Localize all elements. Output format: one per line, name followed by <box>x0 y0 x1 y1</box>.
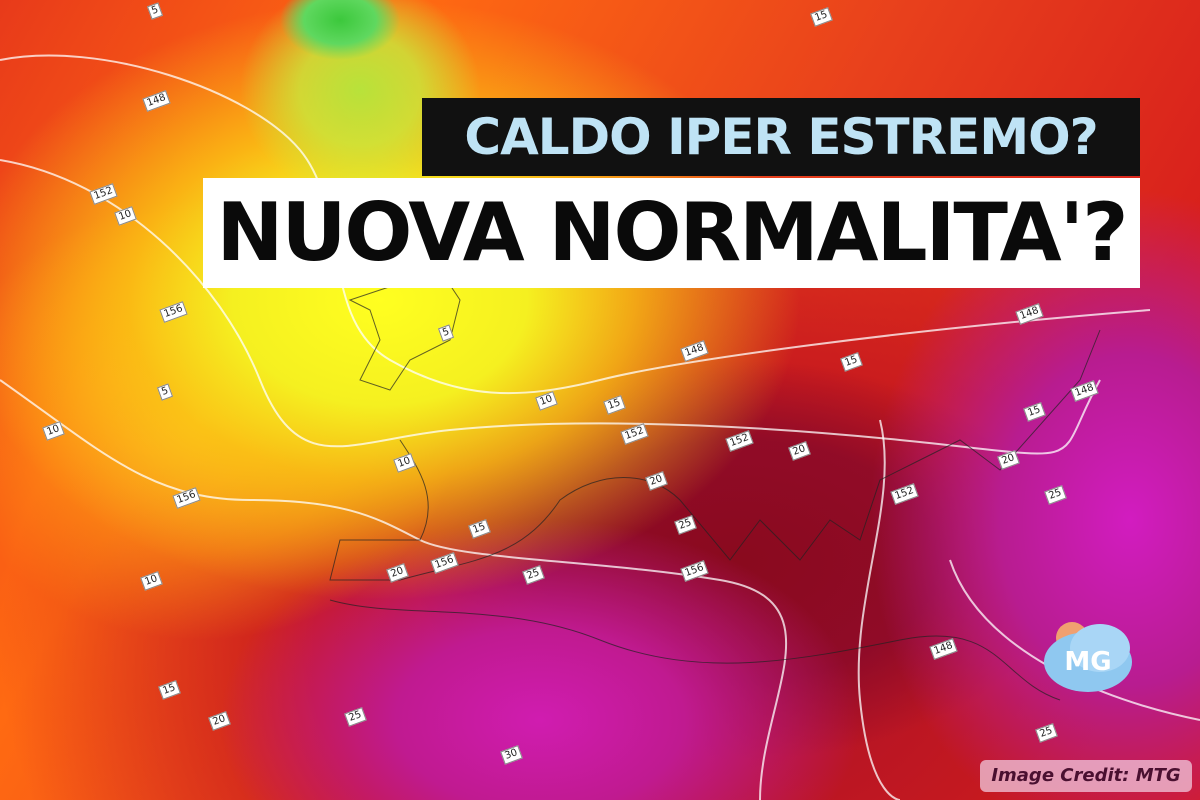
headline-line1: CALDO IPER ESTREMO? <box>422 98 1140 176</box>
cloud-logo-icon: MG <box>1044 622 1132 692</box>
coastline <box>329 599 1061 701</box>
isoline <box>0 54 1151 395</box>
mtg-logo: MG <box>1042 618 1134 694</box>
isoline <box>0 379 788 800</box>
headline-line2: NUOVA NORMALITA'? <box>203 178 1140 288</box>
image-credit: Image Credit: MTG <box>980 760 1192 792</box>
isoline <box>857 419 901 800</box>
isoline <box>0 159 1101 455</box>
coastline <box>329 329 1101 581</box>
logo-text: MG <box>1064 647 1111 677</box>
